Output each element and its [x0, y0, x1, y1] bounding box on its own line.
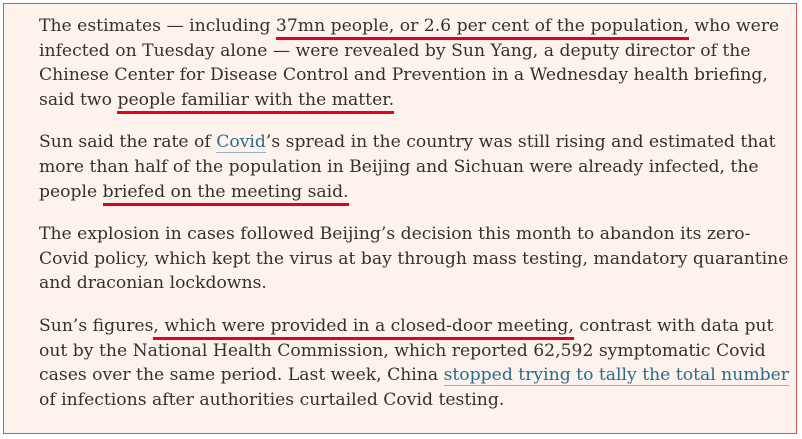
- text-segment: The estimates — including: [39, 16, 276, 36]
- covid-topic-link[interactable]: Covid: [216, 132, 266, 154]
- paragraph-spread-rate: Sun said the rate of Covid’s spread in t…: [39, 130, 789, 206]
- paragraph-figures: Sun’s figures, which were provided in a …: [39, 314, 790, 412]
- underlined-highlight: people familiar with the matter.: [117, 89, 395, 114]
- paragraph-explosion: The explosion in cases followed Beijing’…: [39, 222, 789, 296]
- stopped-tally-link[interactable]: stopped trying to tally the total number: [443, 365, 790, 387]
- text-segment: contrast with data put out by the Nation…: [39, 315, 774, 386]
- underlined-highlight: , which were provided in a closed-door m…: [153, 315, 574, 340]
- text-segment: ’s spread in the country was still risin…: [39, 132, 776, 202]
- underlined-highlight: 37mn people, or 2.6 per cent of the popu…: [275, 16, 689, 40]
- text-segment: Sun said the rate of: [39, 132, 217, 153]
- paragraph-estimates: The estimates — including 37mn people, o…: [39, 14, 789, 114]
- underlined-highlight: briefed on the meeting said.: [102, 181, 349, 206]
- article-body: The estimates — including 37mn people, o…: [39, 14, 790, 430]
- text-segment: who were infected on Tuesday alone — wer…: [39, 16, 780, 110]
- screenshot-frame: The estimates — including 37mn people, o…: [3, 3, 797, 434]
- text-segment: of infections after authorities curtaile…: [39, 389, 505, 410]
- text-segment: The explosion in cases followed Beijing’…: [39, 224, 789, 294]
- text-segment: Sun’s figures: [39, 315, 154, 336]
